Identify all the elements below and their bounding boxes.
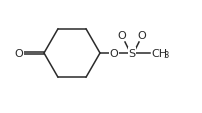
Text: S: S bbox=[128, 49, 136, 59]
Text: O: O bbox=[138, 31, 146, 41]
Text: O: O bbox=[118, 31, 126, 41]
Text: O: O bbox=[15, 49, 23, 59]
Text: O: O bbox=[110, 49, 118, 59]
Text: 3: 3 bbox=[163, 50, 168, 59]
Text: CH: CH bbox=[151, 48, 167, 58]
